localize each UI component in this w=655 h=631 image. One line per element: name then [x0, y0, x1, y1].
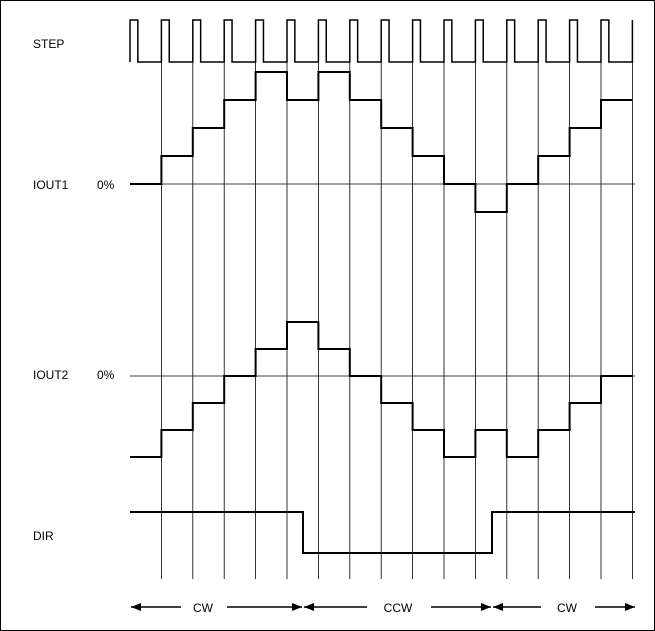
direction-label-cw-2: CW [551, 601, 583, 615]
zero-reference-lines [130, 183, 635, 377]
arrow-head-right [481, 603, 491, 611]
iout1-label: IOUT1 [33, 178, 69, 192]
step-edge-grid [160, 59, 633, 579]
step-waveform [129, 19, 634, 63]
arrow-head-left [304, 603, 314, 611]
arrow-head-right [292, 603, 302, 611]
arrow-head-left [493, 603, 503, 611]
dir-waveform [130, 511, 635, 554]
iout2-waveform [130, 321, 633, 458]
arrow-head-left [131, 603, 141, 611]
direction-label-ccw: CCW [377, 601, 419, 615]
iout1-zero-label: 0% [97, 178, 115, 192]
direction-label-cw-1: CW [187, 601, 219, 615]
arrow-head-right [625, 603, 635, 611]
dir-label: DIR [33, 529, 54, 543]
iout1-waveform [130, 71, 633, 213]
iout2-label: IOUT2 [33, 368, 69, 382]
iout2-zero-label: 0% [97, 368, 115, 382]
step-label: STEP [33, 37, 65, 51]
direction-arrows [131, 603, 635, 611]
